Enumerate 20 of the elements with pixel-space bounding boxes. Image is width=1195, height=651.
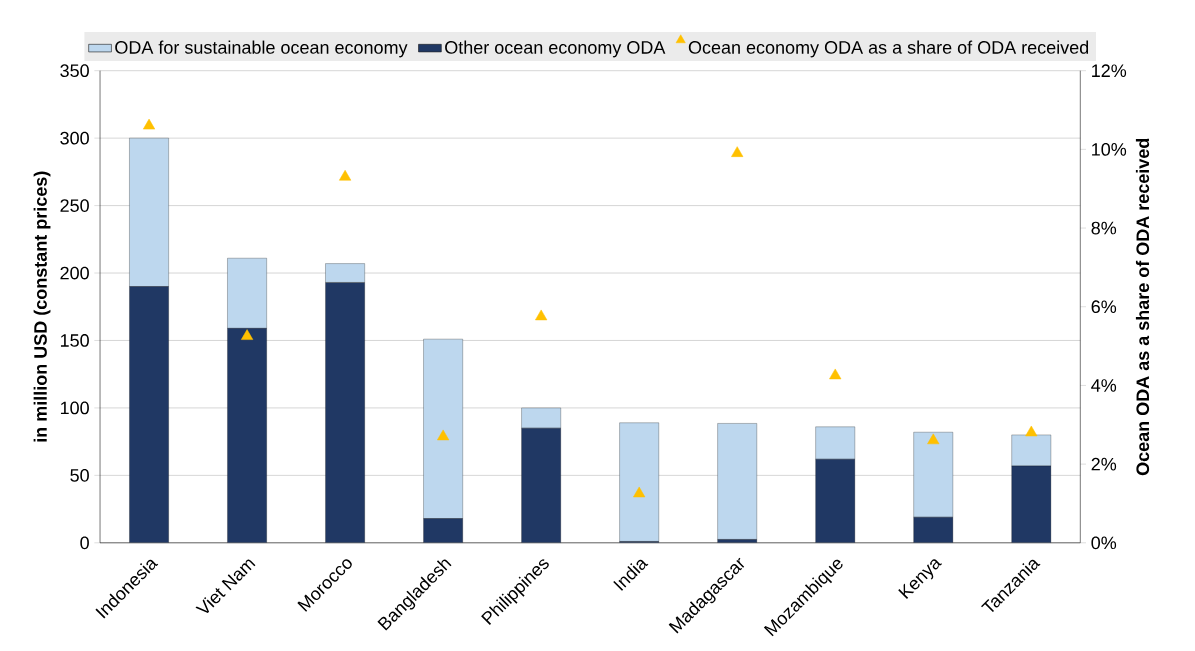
y2-axis-title: Ocean ODA as a share of ODA received xyxy=(1135,138,1150,476)
y2-tick-label: 8% xyxy=(1091,221,1117,235)
y-tick-label: 200 xyxy=(60,266,89,280)
y2-tick-label: 2% xyxy=(1091,457,1117,471)
y-tick-label: 0 xyxy=(80,536,89,550)
y2-tick-label: 12% xyxy=(1092,64,1127,78)
y2-tick-label: 0% xyxy=(1091,536,1117,550)
y-tick-label: 50 xyxy=(70,469,89,482)
y-axis-title: in million USD (constant prices) xyxy=(33,171,51,442)
y-tick-label: 100 xyxy=(60,401,89,415)
y-tick-label: 250 xyxy=(60,199,89,213)
legend-label: ODA for sustainable ocean economy xyxy=(115,40,408,58)
y2-tick-label: 4% xyxy=(1091,379,1117,392)
y-tick-label: 350 xyxy=(60,64,89,78)
legend-label: Ocean economy ODA as a share of ODA received xyxy=(688,40,1089,58)
y-tick-label: 150 xyxy=(60,334,89,347)
y-tick-label: 300 xyxy=(60,131,89,145)
legend-label: Other ocean economy ODA xyxy=(445,40,666,58)
y2-tick-label: 10% xyxy=(1092,143,1127,156)
y2-tick-label: 6% xyxy=(1091,300,1117,314)
